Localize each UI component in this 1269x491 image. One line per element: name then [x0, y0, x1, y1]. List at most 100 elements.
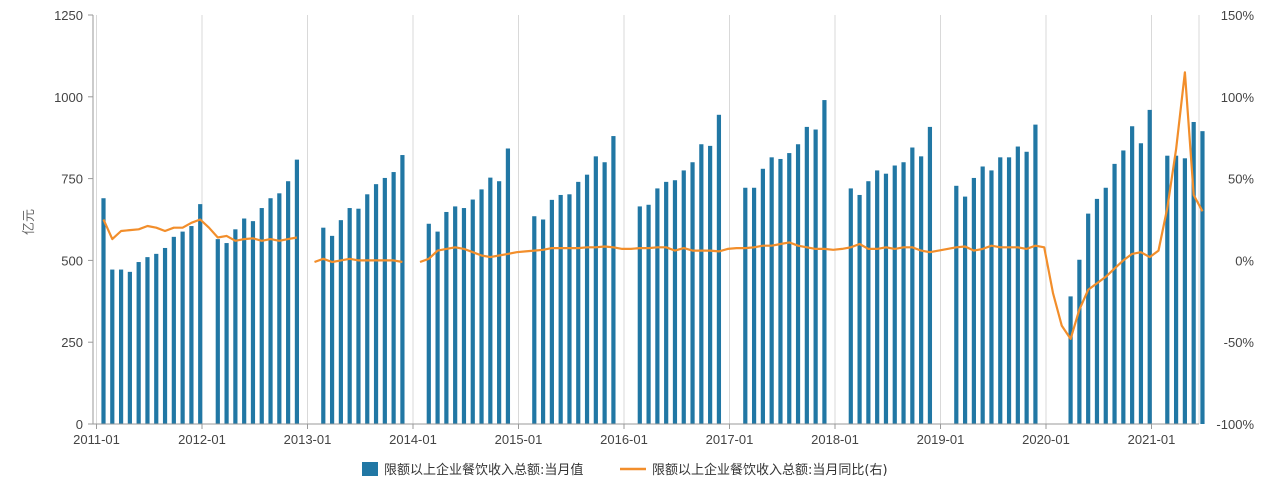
bar: [479, 189, 484, 424]
bar-series: [101, 100, 1205, 425]
bar: [1033, 124, 1038, 424]
bar: [822, 100, 827, 425]
bar: [1147, 109, 1152, 424]
bar: [497, 181, 502, 424]
bar: [1182, 158, 1187, 424]
bar: [910, 147, 915, 425]
x-tick-label: 2018-01: [811, 432, 859, 447]
bar: [215, 239, 220, 424]
right-y-ticks: -100% -50% 0% 50% 100% 150%: [1216, 8, 1254, 432]
bar: [101, 198, 106, 424]
bar: [602, 162, 607, 425]
x-ticks: 2011-01 2012-01 2013-01 2014-01 2015-01 2016-…: [73, 424, 1175, 447]
right-tick-label: 100%: [1221, 90, 1255, 105]
bar: [558, 194, 563, 424]
left-tick-label: 0: [76, 417, 83, 432]
x-tick-label: 2012-01: [178, 432, 226, 447]
bar: [708, 145, 713, 424]
bar: [224, 243, 229, 424]
line-series: [102, 71, 1204, 340]
bar: [787, 153, 792, 424]
bar: [400, 155, 405, 424]
bar: [426, 223, 431, 424]
bar: [743, 187, 748, 424]
bar: [795, 144, 801, 424]
bar: [1130, 126, 1135, 425]
bar: [171, 236, 176, 424]
bar: [848, 188, 853, 424]
bar: [505, 148, 511, 424]
bar: [681, 170, 686, 424]
bar: [813, 129, 818, 424]
bar: [453, 206, 458, 424]
bar: [875, 170, 880, 424]
bar: [329, 235, 335, 424]
bar: [118, 269, 124, 424]
bar: [549, 199, 554, 424]
bar: [259, 208, 264, 424]
bar: [901, 162, 906, 425]
x-tick-label: 2015-01: [495, 432, 543, 447]
bar: [277, 193, 282, 424]
bar: [611, 136, 616, 424]
bar: [233, 229, 238, 424]
x-tick-label: 2013-01: [284, 432, 332, 447]
bar: [1191, 121, 1196, 425]
y-axis-label: 亿元: [22, 209, 37, 235]
right-tick-label: -100%: [1216, 417, 1254, 432]
bar: [646, 204, 651, 424]
bar: [189, 226, 194, 424]
bar: [286, 181, 291, 424]
bar: [110, 269, 115, 424]
bar: [1086, 213, 1091, 424]
axes: [92, 15, 1199, 425]
left-tick-label: 500: [61, 253, 83, 268]
right-tick-label: 150%: [1221, 8, 1255, 23]
bar: [778, 158, 783, 424]
bar: [540, 219, 546, 424]
x-tick-label: 2020-01: [1022, 432, 1070, 447]
bar: [927, 126, 933, 424]
x-tick-label: 2017-01: [706, 432, 754, 447]
bar: [760, 168, 765, 424]
left-y-ticks: 0 250 500 750 1000 1250: [54, 8, 93, 432]
left-tick-label: 750: [61, 172, 83, 187]
bar: [637, 206, 642, 424]
x-tick-label: 2021-01: [1128, 432, 1176, 447]
bar: [971, 177, 976, 424]
bar: [883, 173, 889, 424]
bar: [365, 194, 370, 424]
legend: 限额以上企业餐饮收入总额:当月值 限额以上企业餐饮收入总额:当月同比(右): [362, 462, 888, 478]
bar: [1068, 296, 1073, 424]
bar: [866, 181, 871, 424]
bar: [699, 144, 704, 424]
bar: [989, 170, 994, 424]
grid: [96, 15, 1200, 424]
left-tick-label: 250: [61, 335, 83, 350]
bar: [892, 165, 897, 424]
bar: [919, 156, 924, 424]
left-tick-label: 1250: [54, 8, 83, 23]
right-tick-label: -50%: [1224, 335, 1255, 350]
bar: [804, 126, 809, 424]
bar: [1103, 187, 1108, 424]
left-tick-label: 1000: [54, 90, 83, 105]
bar: [1112, 163, 1117, 424]
right-tick-label: 50%: [1228, 172, 1254, 187]
bar: [716, 114, 722, 425]
bar: [488, 177, 493, 424]
bar: [1077, 259, 1082, 424]
bar: [391, 172, 396, 424]
bar: [136, 262, 141, 424]
bar: [268, 198, 273, 424]
bar: [954, 185, 959, 424]
bar: [751, 187, 757, 424]
bar: [584, 174, 590, 424]
x-tick-label: 2014-01: [389, 432, 437, 447]
bar: [198, 204, 203, 424]
bar: [1173, 155, 1179, 425]
bar: [435, 231, 440, 424]
bar: [444, 211, 449, 424]
bar: [857, 194, 862, 424]
